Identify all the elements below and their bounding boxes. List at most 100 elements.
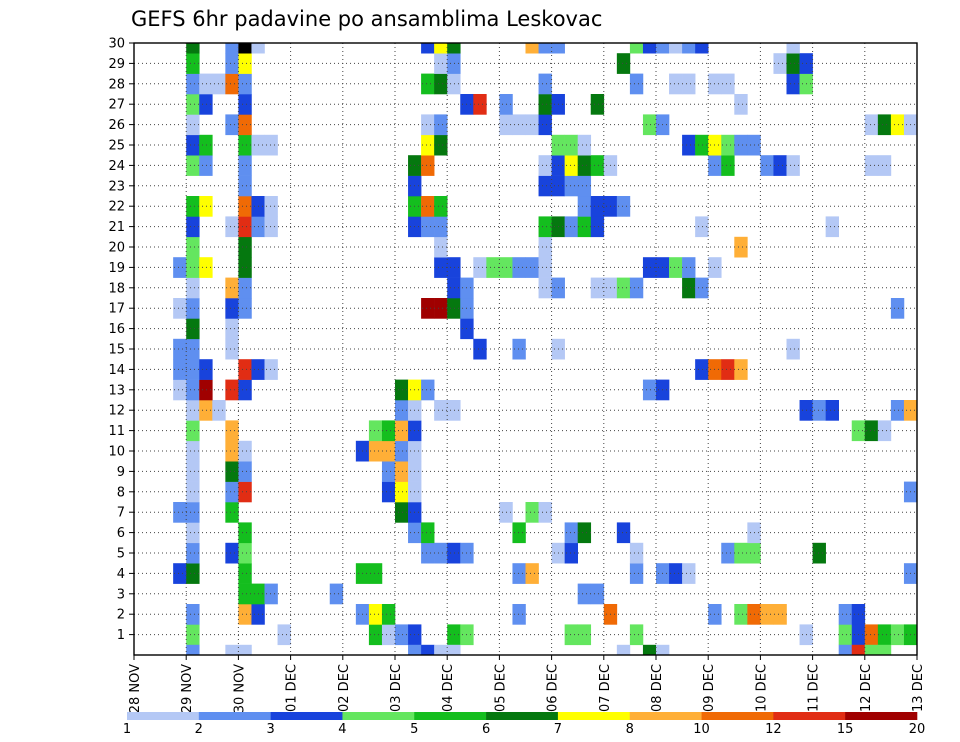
heatmap-cell [381, 604, 396, 625]
heatmap-cell [225, 481, 239, 503]
heatmap-cell [564, 155, 578, 176]
cells-layer [173, 43, 918, 656]
heatmap-cell [721, 134, 735, 156]
heatmap-cell [538, 114, 552, 136]
heatmap-cell [238, 73, 252, 95]
heatmap-cell [434, 134, 448, 156]
x-tick-labels: 28 NOV 29 NOV 30 NOV 01 DEC 02 DEC 03 DEC 04 D… [128, 655, 926, 713]
heatmap-cell [577, 583, 592, 605]
heatmap-cell [538, 175, 552, 197]
heatmap-cell [564, 624, 578, 646]
heatmap-cell [695, 216, 709, 238]
y-tick-label: 24 [108, 159, 125, 174]
y-tick-label: 6 [117, 526, 125, 541]
heatmap-cell [225, 216, 239, 238]
x-tick-label: 29 NOV [180, 664, 195, 713]
heatmap-cell [864, 624, 879, 646]
heatmap-cell [186, 644, 200, 656]
heatmap-cell [186, 73, 200, 95]
heatmap-cell [890, 624, 905, 646]
heatmap-cell [838, 624, 853, 646]
heatmap-cell [225, 542, 239, 564]
heatmap-cell [264, 216, 278, 238]
heatmap-cell [877, 624, 892, 646]
heatmap-cell [577, 134, 592, 156]
heatmap-cell [447, 257, 461, 278]
heatmap-cell [225, 502, 239, 523]
heatmap-cell [656, 644, 670, 656]
x-tick-label: 30 NOV [232, 664, 247, 713]
heatmap-cell [786, 338, 800, 360]
y-tick-label: 26 [108, 118, 125, 133]
heatmap-cell [381, 481, 396, 503]
heatmap-cell [395, 624, 409, 646]
y-tick-label: 13 [108, 383, 125, 398]
legend-label: 20 [909, 722, 926, 737]
heatmap-cell [173, 563, 187, 584]
heatmap-cell [395, 502, 409, 523]
heatmap-cell [538, 277, 552, 299]
heatmap-cell [238, 196, 252, 217]
y-tick-label: 4 [117, 567, 125, 582]
heatmap-cell [590, 196, 605, 217]
heatmap-cell [225, 73, 239, 95]
legend-swatch [629, 712, 702, 720]
heatmap-cell [642, 43, 657, 54]
heatmap-cell [538, 502, 552, 523]
heatmap-cell [786, 53, 800, 74]
heatmap-cell [238, 379, 252, 401]
heatmap-cell [447, 53, 461, 74]
legend-label: 12 [765, 722, 782, 737]
heatmap-cell [225, 114, 239, 136]
heatmap-cell [395, 481, 409, 503]
legend-label: 3 [266, 722, 274, 737]
heatmap-cell [186, 379, 200, 401]
heatmap-cell [773, 53, 787, 74]
heatmap-cell [512, 257, 526, 278]
heatmap-cell [695, 277, 709, 299]
heatmap-cell [186, 624, 200, 646]
heatmap-cell [434, 236, 448, 258]
heatmap-cell [186, 196, 200, 217]
heatmap-cell [238, 440, 252, 462]
heatmap-cell [786, 43, 800, 54]
heatmap-cell [890, 400, 905, 421]
heatmap-cell [447, 644, 461, 656]
heatmap-cell [473, 94, 487, 115]
legend-swatch [342, 712, 415, 720]
heatmap-cell [577, 155, 592, 176]
heatmap-cell [186, 522, 200, 544]
heatmap-cell [225, 318, 239, 340]
heatmap-cell [186, 134, 200, 156]
heatmap-cell [186, 114, 200, 136]
heatmap-cell [421, 196, 435, 217]
heatmap-cell [669, 563, 683, 584]
heatmap-cell [838, 644, 853, 656]
heatmap-cell [734, 94, 748, 115]
heatmap-cell [199, 94, 213, 115]
heatmap-cell [629, 73, 644, 95]
heatmap-cell [538, 236, 552, 258]
heatmap-cell [877, 644, 892, 656]
heatmap-cell [629, 563, 644, 584]
heatmap-cell [173, 359, 187, 380]
heatmap-cell [199, 379, 213, 401]
heatmap-cell [368, 563, 383, 584]
heatmap-cell [225, 298, 239, 319]
heatmap-cell [447, 73, 461, 95]
heatmap-cell [421, 379, 435, 401]
heatmap-cell [173, 379, 187, 401]
heatmap-cell [564, 134, 578, 156]
heatmap-cell [421, 216, 435, 238]
y-tick-label: 9 [117, 465, 125, 480]
y-tick-label: 19 [108, 261, 125, 276]
heatmap-cell [590, 277, 605, 299]
heatmap-cell [864, 644, 879, 656]
heatmap-cell [238, 522, 252, 544]
heatmap-cell [434, 400, 448, 421]
heatmap-cell [434, 216, 448, 238]
legend-label: 6 [482, 722, 490, 737]
heatmap-cell [186, 257, 200, 278]
heatmap-cell [721, 155, 735, 176]
